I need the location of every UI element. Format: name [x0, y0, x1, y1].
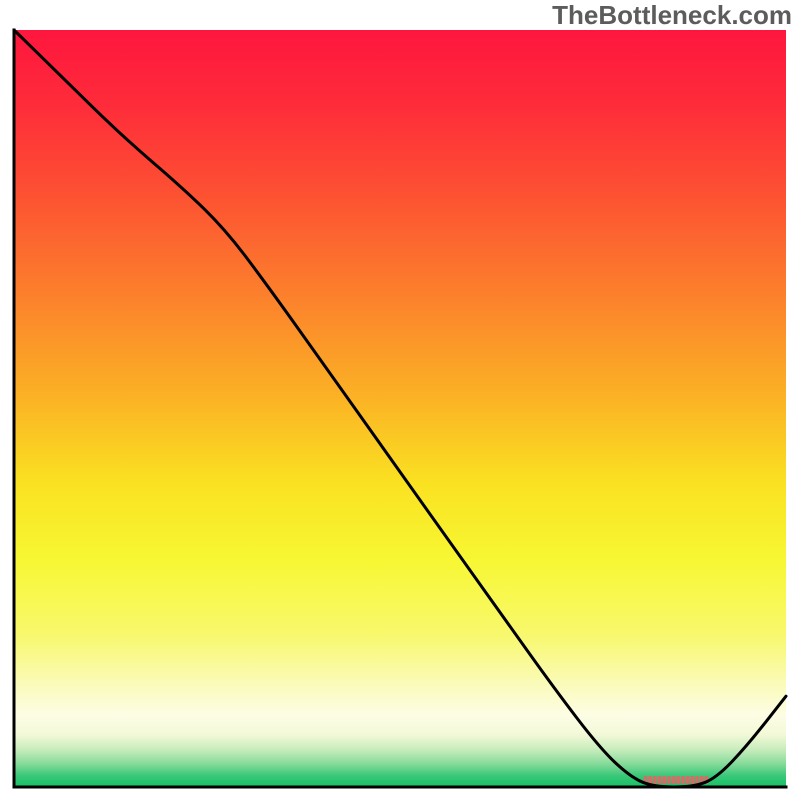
marker-segment — [672, 776, 676, 784]
marker-segment — [676, 776, 680, 784]
marker-segment — [690, 776, 694, 784]
marker-segment — [667, 776, 671, 784]
marker-segment — [662, 776, 666, 784]
bottleneck-chart: TheBottleneck.com — [0, 0, 800, 800]
marker-segment — [681, 776, 685, 784]
chart-container: TheBottleneck.com — [0, 0, 800, 800]
marker-segment — [686, 776, 690, 784]
marker-segment — [695, 776, 699, 784]
marker-segment — [658, 776, 662, 784]
marker-segment — [653, 776, 657, 784]
watermark-text: TheBottleneck.com — [552, 0, 792, 30]
